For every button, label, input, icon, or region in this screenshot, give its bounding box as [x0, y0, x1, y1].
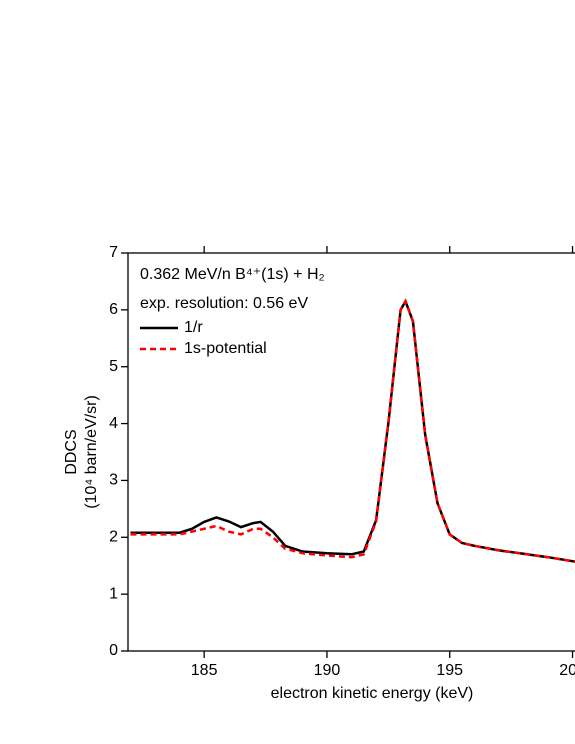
x-axis-label: electron kinetic energy (keV) [271, 685, 474, 702]
y-axis-label: DDCS [63, 429, 80, 474]
y-tick-label: 1 [109, 585, 118, 602]
x-tick-label: 185 [191, 662, 218, 679]
legend-label: 1s-potential [184, 340, 267, 357]
x-tick-label: 195 [436, 662, 463, 679]
y-tick-label: 4 [109, 415, 118, 432]
plot-frame [127, 252, 575, 652]
x-tick-label: 190 [314, 662, 341, 679]
x-tick-label: 200 [559, 662, 575, 679]
subannotation: exp. resolution: 0.56 eV [140, 295, 308, 312]
series-line [130, 298, 575, 563]
y-tick-label: 3 [109, 472, 118, 489]
y-tick-label: 7 [109, 244, 118, 261]
annotation: 0.362 MeV/n B⁴⁺(1s) + H₂ [140, 266, 325, 283]
y-tick-label: 0 [109, 642, 118, 659]
legend-label: 1/r [184, 319, 203, 336]
y-tick-label: 5 [109, 358, 118, 375]
y-tick-label: 6 [109, 301, 118, 318]
y-tick-label: 2 [109, 529, 118, 546]
y-axis-label: (10⁴ barn/eV/sr) [83, 395, 100, 509]
